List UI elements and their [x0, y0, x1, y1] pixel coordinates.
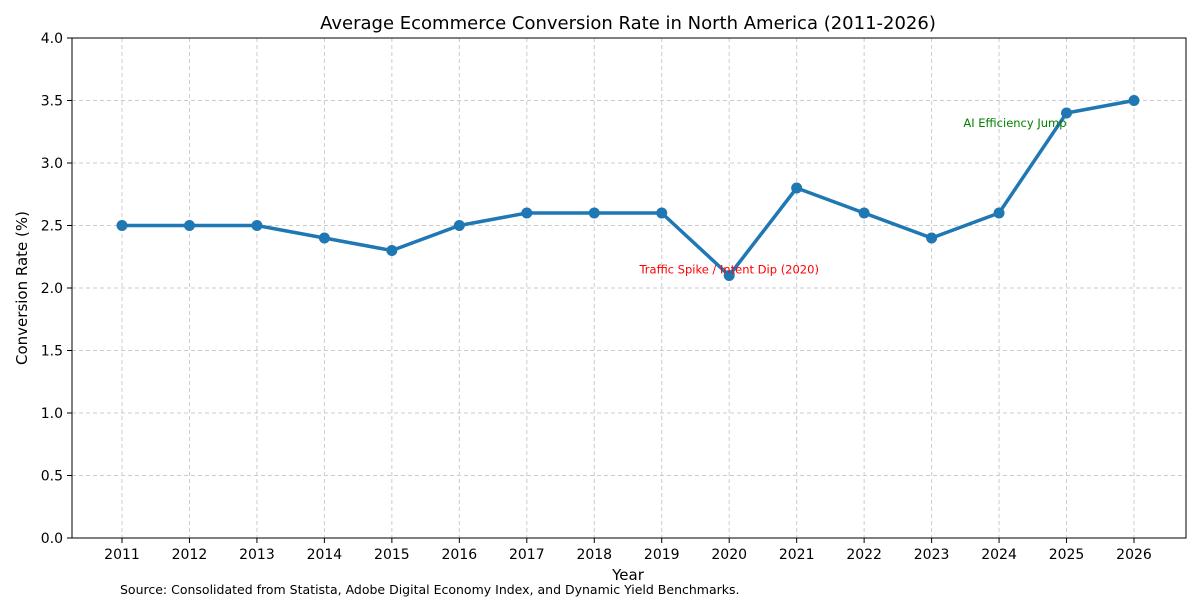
x-tick-label: 2018: [576, 547, 612, 563]
annotation-label: Traffic Spike / Intent Dip (2020): [638, 262, 818, 276]
data-point-2022: [858, 207, 870, 219]
x-tick-label: 2022: [846, 547, 882, 563]
data-point-2024: [993, 207, 1005, 219]
y-tick-label: 0.0: [41, 531, 63, 547]
x-tick-label: 2024: [981, 547, 1017, 563]
y-tick-label: 3.0: [41, 156, 63, 172]
data-point-2017: [521, 207, 533, 219]
series-group: [116, 95, 1140, 281]
data-point-2011: [116, 220, 128, 231]
x-tick-label: 2026: [1116, 547, 1152, 563]
data-point-2016: [453, 220, 465, 231]
x-tick-label: 2023: [914, 547, 950, 563]
x-tick-label: 2019: [644, 547, 680, 563]
y-tick-label: 2.5: [41, 219, 63, 235]
chart-title: Average Ecommerce Conversion Rate in Nor…: [320, 13, 936, 34]
data-point-2023: [926, 232, 938, 244]
x-tick-label: 2020: [711, 547, 747, 563]
data-point-2020: [723, 270, 735, 281]
data-point-2012: [183, 220, 195, 231]
x-tick-label: 2011: [104, 547, 140, 563]
y-tick-label: 3.5: [41, 94, 63, 110]
data-point-2013: [251, 220, 263, 231]
y-tick-label: 1.0: [41, 406, 63, 422]
x-tick-label: 2017: [509, 547, 545, 563]
y-axis-label: Conversion Rate (%): [13, 211, 31, 365]
y-tick-label: 0.5: [41, 469, 63, 485]
source-note: Source: Consolidated from Statista, Adob…: [120, 582, 740, 597]
x-tick-label: 2012: [172, 547, 208, 563]
y-tick-label: 1.5: [41, 344, 63, 360]
annotation-label: AI Efficiency Jump: [963, 116, 1066, 130]
annotations: Traffic Spike / Intent Dip (2020) AI Effi…: [638, 116, 1066, 276]
data-point-2026: [1128, 95, 1140, 106]
x-tick-label: 2014: [307, 547, 343, 563]
x-axis-ticks: 2011 2012 2013 2014 2015 2016 2017 2018 2019 2020…: [104, 538, 1152, 563]
x-tick-label: 2021: [779, 547, 815, 563]
series-line: [122, 98, 1135, 278]
x-tick-label: 2025: [1049, 547, 1085, 563]
y-tick-label: 2.0: [41, 281, 63, 297]
data-point-2018: [588, 207, 600, 219]
data-point-2014: [318, 232, 330, 244]
y-axis-ticks: 0.0 0.5 1.0 1.5 2.0 2.5 3.0 3.5 4.0: [41, 31, 72, 547]
x-tick-label: 2013: [239, 547, 275, 563]
data-point-2015: [386, 245, 398, 256]
data-point-2025: [1061, 107, 1073, 119]
data-point-2019: [656, 207, 668, 219]
plot-frame: [71, 37, 1187, 539]
x-axis-label: Year: [611, 566, 645, 584]
y-tick-label: 4.0: [41, 31, 63, 47]
x-tick-label: 2015: [374, 547, 410, 563]
data-point-2021: [791, 182, 803, 194]
grid-lines: [72, 37, 1186, 539]
x-tick-label: 2016: [442, 547, 478, 563]
